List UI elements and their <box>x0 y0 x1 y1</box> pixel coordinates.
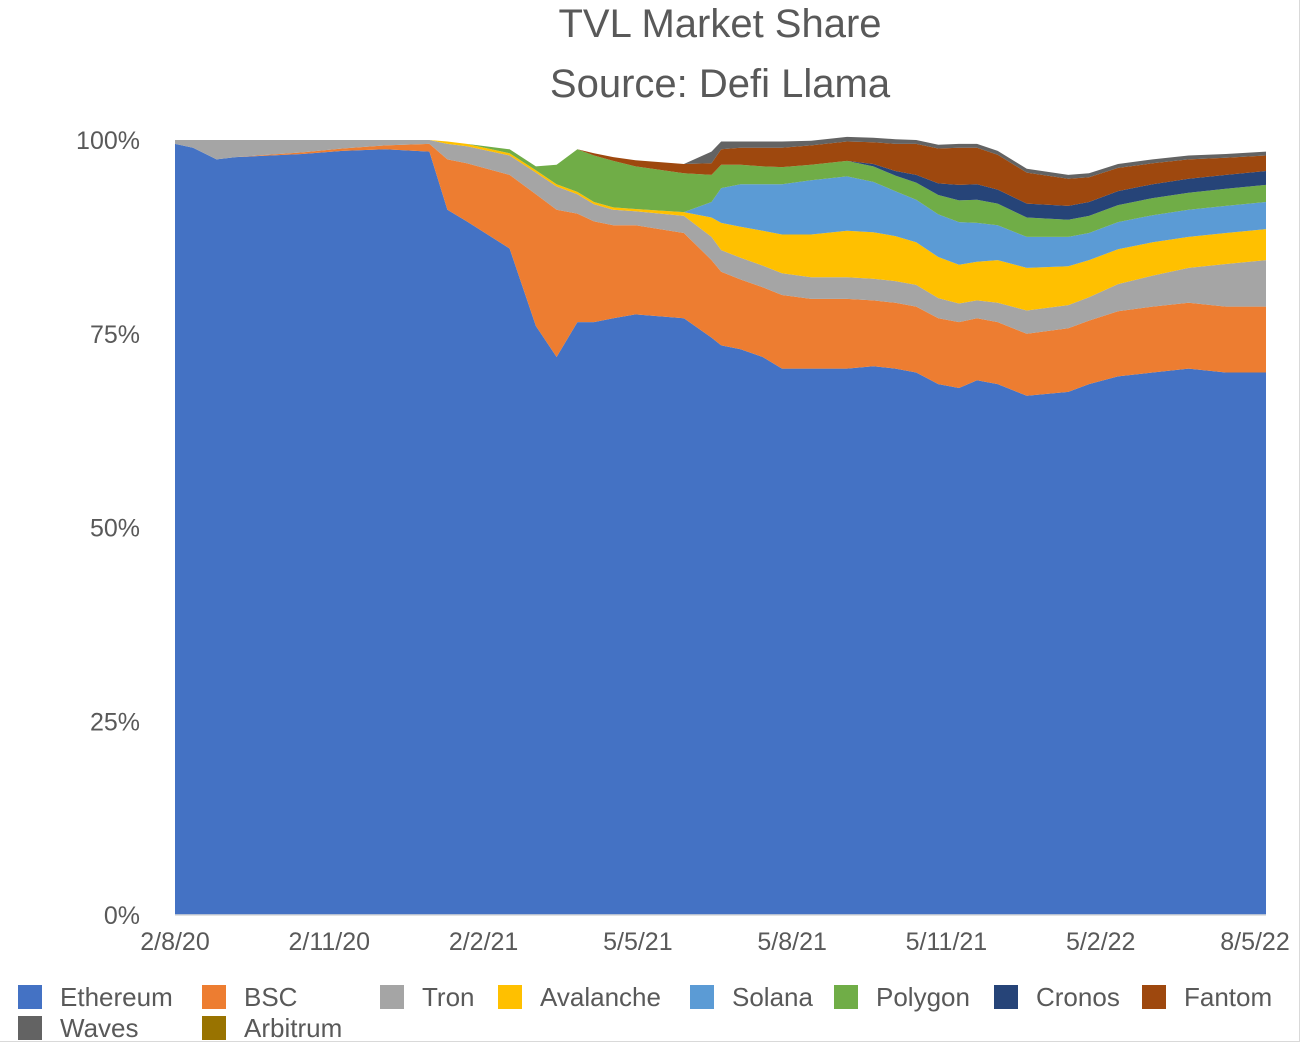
legend-swatch <box>1142 985 1166 1009</box>
legend-swatch <box>498 985 522 1009</box>
legend-swatch <box>18 985 42 1009</box>
legend-item-arbitrum: Arbitrum <box>202 1013 342 1043</box>
x-tick-label: 8/5/22 <box>1220 928 1290 956</box>
y-axis-tick-labels: 0% 25% 50% 75% 100% <box>76 127 140 930</box>
x-tick-label: 2/11/20 <box>289 928 371 956</box>
area-series-solana <box>175 140 1266 268</box>
stacked-area-plot: 0% 25% 50% 75% 100% 2/8/20 2/11/20 2/2/21 5/5/2… <box>76 127 1290 956</box>
legend-label: Waves <box>60 1012 139 1043</box>
x-axis-tick-labels: 2/8/20 2/11/20 2/2/21 5/5/21 5/8/21 5/11/21 5/… <box>140 928 1290 956</box>
area-series-polygon <box>175 140 1266 237</box>
x-tick-label: 5/8/21 <box>757 928 827 956</box>
area-series-bsc <box>175 143 1266 396</box>
legend-item-polygon: Polygon <box>834 982 970 1012</box>
legend-item-avalanche: Avalanche <box>498 982 661 1012</box>
y-tick-label: 75% <box>90 321 140 349</box>
legend-label: Ethereum <box>60 981 173 1012</box>
legend-swatch <box>690 985 714 1009</box>
area-series-avalanche <box>175 140 1266 311</box>
legend-item-cronos: Cronos <box>994 982 1120 1012</box>
x-tick-label: 5/2/22 <box>1066 928 1136 956</box>
x-tick-label: 5/11/21 <box>906 928 988 956</box>
legend-item-ethereum: Ethereum <box>18 982 173 1012</box>
legend-item-bsc: BSC <box>202 982 297 1012</box>
chart-title: TVL Market Share <box>558 2 882 46</box>
x-tick-label: 2/8/20 <box>140 928 210 956</box>
legend-item-solana: Solana <box>690 982 813 1012</box>
y-tick-label: 25% <box>90 708 140 736</box>
y-tick-label: 50% <box>90 515 140 543</box>
area-series-ethereum <box>175 143 1266 915</box>
chart-subtitle: Source: Defi Llama <box>549 62 891 106</box>
legend-swatch <box>834 985 858 1009</box>
legend-label: Fantom <box>1184 981 1273 1012</box>
x-tick-label: 5/5/21 <box>603 928 673 956</box>
y-tick-label: 0% <box>104 902 140 930</box>
legend-item-fantom: Fantom <box>1142 982 1272 1012</box>
legend-label: Solana <box>732 981 813 1012</box>
legend-swatch <box>18 1016 42 1040</box>
legend-label: Cronos <box>1036 981 1120 1012</box>
legend-label: Polygon <box>876 981 970 1012</box>
x-tick-label: 2/2/21 <box>449 928 519 956</box>
legend-swatch <box>202 985 226 1009</box>
legend-item-tron: Tron <box>380 982 475 1012</box>
area-series-cronos <box>175 140 1266 220</box>
legend-swatch <box>994 985 1018 1009</box>
legend-label: Tron <box>422 981 475 1012</box>
legend-label: Arbitrum <box>244 1012 343 1043</box>
series-areas <box>175 136 1266 915</box>
area-series-fantom <box>175 140 1266 206</box>
legend-swatch <box>380 985 404 1009</box>
legend-label: BSC <box>244 981 298 1012</box>
y-tick-label: 100% <box>76 127 140 155</box>
legend-item-waves: Waves <box>18 1013 139 1043</box>
legend-swatch <box>202 1016 226 1040</box>
area-series-waves <box>175 136 1266 179</box>
legend-label: Avalanche <box>540 981 661 1012</box>
